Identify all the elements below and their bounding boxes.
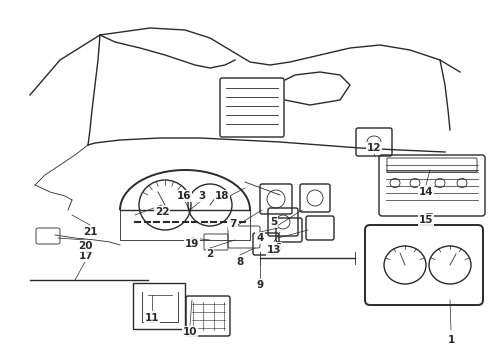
Text: 4: 4: [256, 233, 264, 243]
Text: 10: 10: [183, 327, 197, 337]
Text: 11: 11: [145, 313, 159, 323]
Text: 19: 19: [185, 239, 199, 249]
Text: 15: 15: [419, 215, 433, 225]
Text: 17: 17: [79, 251, 93, 261]
Text: 6: 6: [274, 243, 282, 253]
Text: 12: 12: [367, 143, 381, 153]
Text: 22: 22: [155, 207, 169, 217]
Text: 13: 13: [267, 245, 281, 255]
Text: 16: 16: [177, 191, 191, 201]
Text: 2: 2: [206, 249, 214, 259]
Text: 9: 9: [256, 280, 264, 290]
Text: 8: 8: [236, 257, 244, 267]
Text: 7: 7: [229, 219, 237, 229]
Text: 3: 3: [198, 191, 206, 201]
Text: 21: 21: [83, 227, 97, 237]
Text: 5: 5: [270, 217, 278, 227]
Text: 18: 18: [215, 191, 229, 201]
Text: 1: 1: [447, 335, 455, 345]
Text: 14: 14: [418, 187, 433, 197]
Text: 20: 20: [78, 241, 92, 251]
